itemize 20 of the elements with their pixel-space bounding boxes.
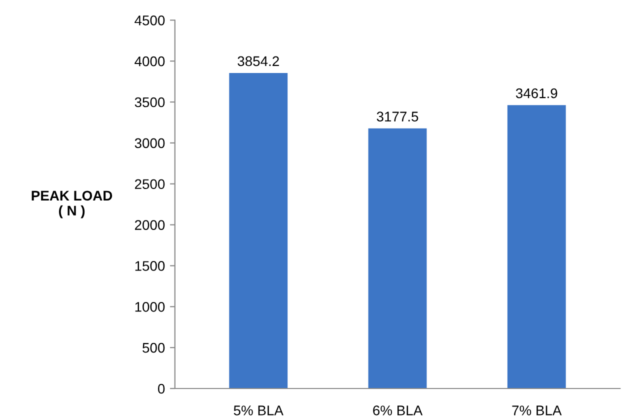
- y-tick-label: 1000: [135, 302, 165, 312]
- y-tick-label: 0: [158, 384, 165, 394]
- bar: [507, 105, 566, 388]
- x-tick-label: 6% BLA: [373, 406, 423, 416]
- bar: [368, 128, 427, 388]
- y-tick-label: 2000: [134, 220, 165, 230]
- y-tick-label: 2500: [134, 179, 165, 190]
- y-axis-title: PEAK LOAD ( N ): [32, 190, 112, 218]
- y-tick-label: 3000: [134, 138, 165, 148]
- y-tick-label: 1500: [135, 261, 165, 271]
- y-tick-label: 4500: [134, 15, 165, 26]
- y-tick-label: 4000: [134, 56, 165, 66]
- x-tick-label: 5% BLA: [234, 406, 284, 416]
- x-tick-label: 7% BLA: [512, 406, 562, 416]
- data-label: 3177.5: [376, 112, 418, 122]
- data-label: 3854.2: [238, 56, 279, 66]
- data-label: 3461.9: [516, 88, 558, 98]
- bar: [229, 73, 288, 388]
- y-tick-label: 500: [142, 342, 165, 353]
- y-tick-label: 3500: [134, 97, 165, 108]
